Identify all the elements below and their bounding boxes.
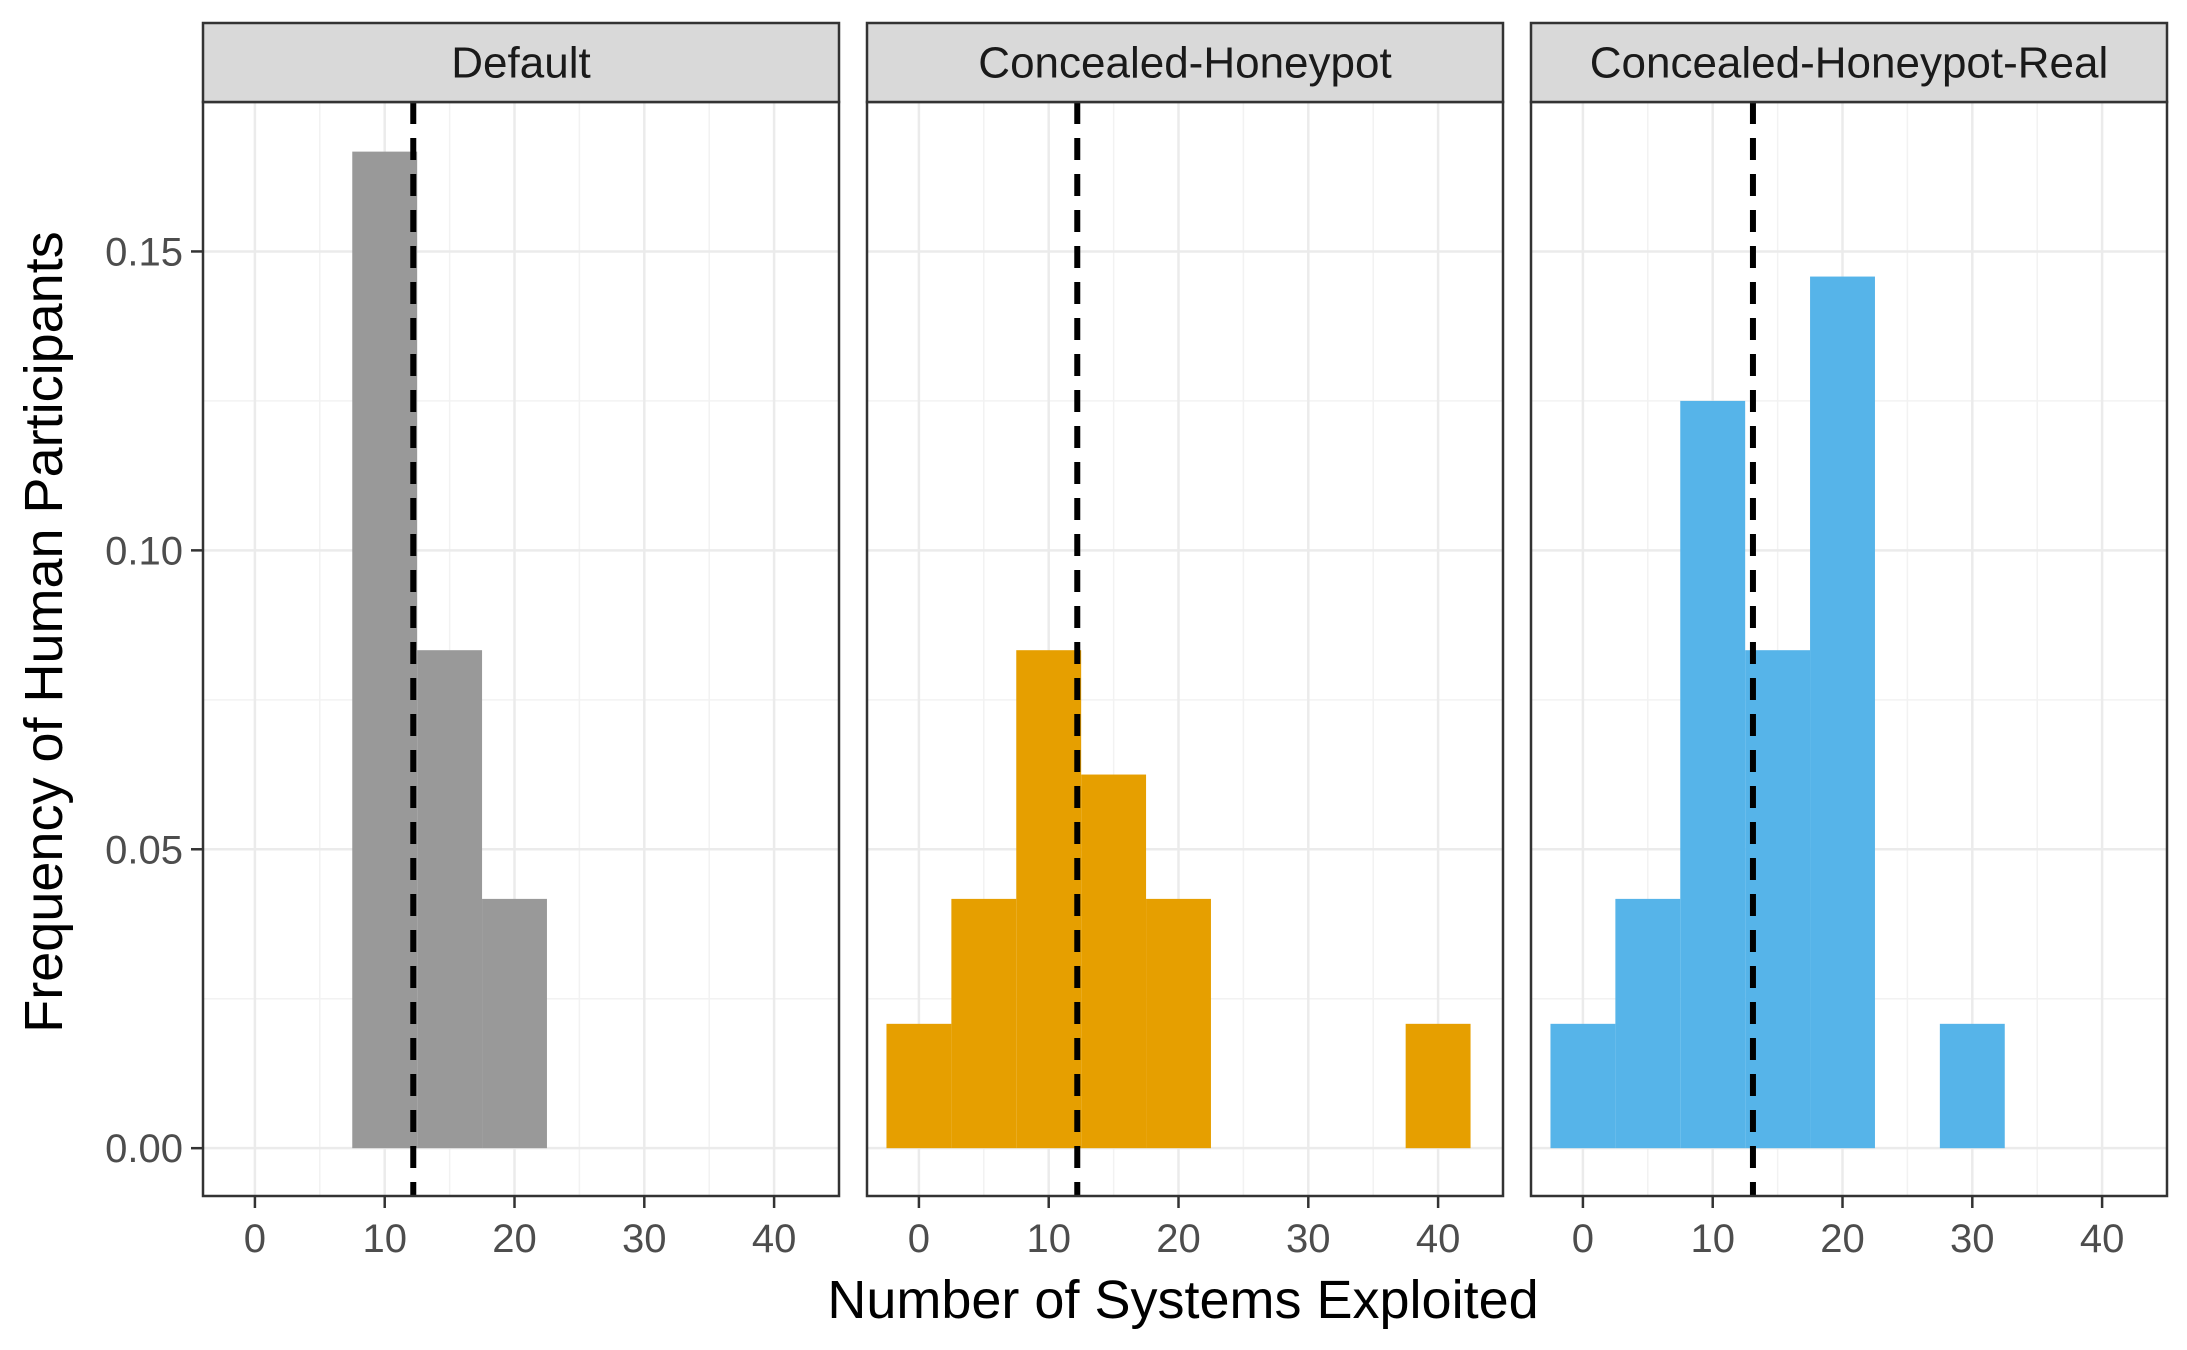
x-tick-label: 40 <box>752 1217 797 1261</box>
facet-panel-0: Default 0 10 20 30 40 <box>201 21 841 1261</box>
x-tick-label: 40 <box>2080 1217 2125 1261</box>
facet-strip-label: Concealed-Honeypot <box>978 39 1391 88</box>
histogram-bar <box>352 151 418 1149</box>
x-tick-label: 20 <box>1820 1217 1865 1261</box>
x-tick-label: 0 <box>1572 1217 1594 1261</box>
facet-panels: Default 0 10 20 30 40 Concealed-Honeypot 0 10 20 3… <box>201 21 2169 1261</box>
x-tick-label: 10 <box>362 1217 407 1261</box>
y-axis-title: Frequency of Human Participants <box>14 231 74 1032</box>
histogram-bar <box>1550 1023 1616 1149</box>
facet-strip-label: Concealed-Honeypot-Real <box>1590 39 2109 88</box>
facet-panel-1: Concealed-Honeypot 0 10 20 30 40 <box>865 21 1505 1261</box>
facet-panel-2: Concealed-Honeypot-Real 0 10 20 30 40 <box>1529 21 2169 1261</box>
histogram-bar <box>1810 276 1875 1149</box>
y-tick-label: 0.15 <box>105 230 183 274</box>
x-tick-label: 40 <box>1416 1217 1461 1261</box>
x-tick-label: 30 <box>1950 1217 1995 1261</box>
x-tick-label: 20 <box>492 1217 537 1261</box>
histogram-bar <box>482 898 547 1149</box>
histogram-bar <box>1615 898 1681 1149</box>
histogram-bar <box>1745 650 1811 1149</box>
y-tick-label: 0.00 <box>105 1127 183 1171</box>
x-tick-label: 10 <box>1690 1217 1735 1261</box>
x-tick-label: 0 <box>244 1217 266 1261</box>
histogram-bar <box>1146 898 1211 1149</box>
histogram-bar <box>1081 774 1147 1149</box>
facet-strip <box>201 21 841 104</box>
histogram-bar <box>951 898 1017 1149</box>
histogram-bar <box>1939 1023 2005 1149</box>
x-axis-title: Number of Systems Exploited <box>827 1270 1538 1330</box>
x-tick-label: 30 <box>622 1217 667 1261</box>
histogram-bar <box>1680 400 1746 1149</box>
facet-strip-label: Default <box>451 39 590 88</box>
histogram-bar <box>1405 1023 1471 1149</box>
x-tick-label: 0 <box>908 1217 930 1261</box>
facet-strip <box>1529 21 2169 104</box>
y-tick-label: 0.10 <box>105 529 183 573</box>
facet-strip <box>865 21 1505 104</box>
histogram-bar <box>886 1023 952 1149</box>
histogram-bar <box>1016 650 1082 1149</box>
x-tick-label: 30 <box>1286 1217 1331 1261</box>
y-tick-label: 0.05 <box>105 828 183 872</box>
x-tick-label: 10 <box>1026 1217 1071 1261</box>
x-tick-label: 20 <box>1156 1217 1201 1261</box>
histogram-bar <box>417 650 483 1149</box>
y-axis: 0.00 0.05 0.10 0.15 <box>105 230 203 1171</box>
